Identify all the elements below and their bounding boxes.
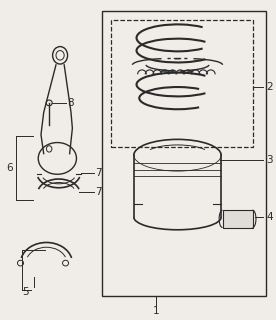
Bar bbox=[111, 20, 253, 147]
Bar bbox=[102, 11, 266, 296]
Text: 7: 7 bbox=[95, 187, 102, 197]
Text: 8: 8 bbox=[67, 98, 73, 108]
Text: 5: 5 bbox=[22, 287, 29, 297]
Bar bbox=[222, 210, 253, 228]
Text: 2: 2 bbox=[266, 82, 273, 92]
Text: 7: 7 bbox=[95, 168, 102, 178]
Text: 1: 1 bbox=[152, 306, 159, 316]
Text: 3: 3 bbox=[266, 155, 273, 165]
Text: 6: 6 bbox=[6, 163, 13, 173]
Text: 4: 4 bbox=[266, 212, 273, 222]
